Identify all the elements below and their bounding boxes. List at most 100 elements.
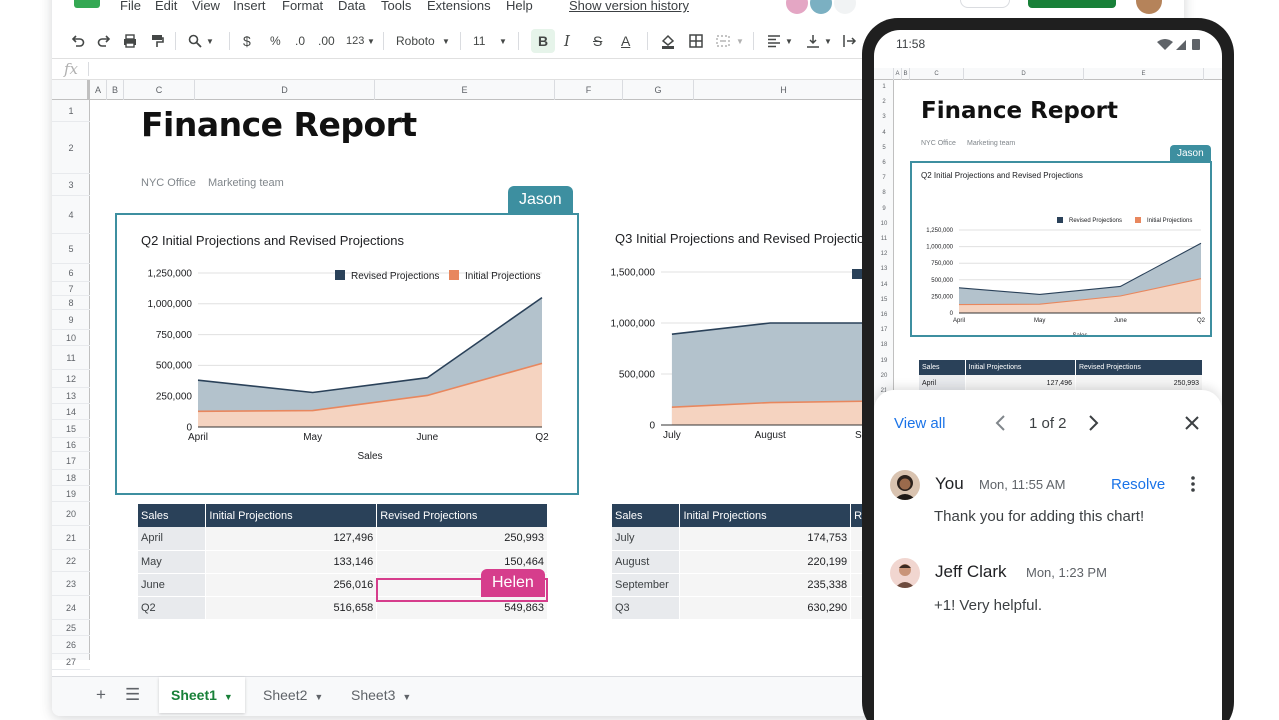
row-header-cell[interactable]: 9 [52,310,90,330]
align-left-icon[interactable] [766,31,782,51]
all-sheets-icon[interactable]: ☰ [125,685,141,704]
tab-sheet2[interactable]: Sheet2 ▼ [251,677,335,713]
view-all-link[interactable]: View all [894,415,946,432]
table-cell[interactable]: 220,199 [679,550,852,574]
align-caret-icon[interactable]: ▼ [785,36,793,46]
table-cell[interactable]: Q2 [138,596,207,620]
font-caret-icon[interactable]: ▼ [442,36,450,46]
row-header-cell[interactable]: 11 [880,236,888,242]
row-header-cell[interactable]: 15 [880,296,888,303]
row-header-cell[interactable]: 6 [52,264,90,282]
table-header[interactable]: Sales [919,360,966,375]
row-header-cell[interactable]: 13 [52,388,90,404]
font-size-caret-icon[interactable]: ▼ [499,36,507,46]
column-header-cell[interactable]: B [902,68,910,80]
merge-cells-icon[interactable] [715,31,731,51]
tab-sheet1[interactable]: Sheet1 ▼ [159,677,245,713]
table-cell[interactable]: 150,464 [376,550,548,574]
menu-data[interactable]: Data [338,0,366,13]
row-header-cell[interactable]: 18 [880,342,888,349]
percent-button[interactable]: % [270,34,281,48]
close-icon[interactable] [1181,412,1203,434]
row-header-cell[interactable]: 5 [882,144,886,151]
collaborator-avatar[interactable] [784,0,810,16]
row-header-cell[interactable]: 17 [880,327,888,334]
resolve-button[interactable]: Resolve [1111,476,1166,493]
table-cell[interactable]: 235,338 [679,573,852,597]
column-header-cell[interactable]: E [375,80,555,100]
row-header-cell[interactable]: 8 [882,190,886,197]
table-cell[interactable]: May [138,550,207,574]
redo-icon[interactable] [96,31,112,51]
column-header-cell[interactable]: D [195,80,375,100]
row-header-cell[interactable]: 10 [52,330,90,346]
table-cell[interactable]: 250,993 [1075,375,1204,391]
table-cell[interactable]: August [612,550,681,574]
more-vert-icon[interactable] [1187,474,1199,494]
row-header-cell[interactable]: 12 [880,251,888,258]
row-header-cell[interactable]: 16 [52,438,90,452]
sheets-logo-icon[interactable] [74,0,100,8]
row-header-cell[interactable]: 1 [52,100,90,122]
row-header-cell[interactable]: 21 [880,388,888,394]
select-all-corner[interactable] [874,68,894,80]
q2-projections-chart[interactable]: Q2 Initial Projections and Revised Proje… [115,213,579,495]
column-header-cell[interactable]: C [124,80,195,100]
column-header-cell[interactable]: D [964,68,1084,80]
row-header-cell[interactable]: 1 [882,84,886,90]
row-header-cell[interactable]: 27 [52,654,90,670]
row-header-cell[interactable]: 19 [880,357,888,364]
profile-avatar[interactable] [1136,0,1162,14]
table-cell[interactable]: 174,753 [679,527,852,551]
chevron-left-icon[interactable] [991,412,1011,434]
table-cell[interactable]: Q3 [612,596,681,620]
menu-file[interactable]: File [120,0,141,13]
row-header-cell[interactable]: 4 [882,129,886,136]
collaborator-avatar[interactable] [808,0,834,16]
font-family-select[interactable]: Roboto [396,34,435,48]
zoom-icon[interactable] [187,31,203,51]
row-header-cell[interactable]: 26 [52,636,90,654]
row-header-cell[interactable]: 13 [880,266,888,273]
table-cell[interactable]: 516,658 [205,596,378,620]
share-button[interactable] [1028,0,1116,8]
valign-caret-icon[interactable]: ▼ [824,36,832,46]
row-header-cell[interactable]: 22 [52,550,90,572]
merge-caret-icon[interactable]: ▼ [736,36,744,46]
column-header-cell[interactable]: E [1084,68,1204,80]
menu-view[interactable]: View [192,0,220,13]
row-header-cell[interactable]: 11 [52,346,90,370]
row-header-cell[interactable]: 10 [880,220,888,227]
row-header-cell[interactable]: 17 [52,452,90,470]
zoom-caret-icon[interactable]: ▼ [206,36,214,46]
row-header-cell[interactable]: 6 [882,160,886,166]
table-cell[interactable]: April [138,527,207,551]
row-header-cell[interactable]: 2 [882,99,886,106]
row-header-cell[interactable]: 9 [882,205,886,212]
row-header-cell[interactable]: 3 [882,114,886,121]
tab-sheet3[interactable]: Sheet3 ▼ [339,677,423,713]
fill-color-icon[interactable] [660,31,676,51]
bold-button[interactable]: B [531,29,555,53]
row-header-cell[interactable]: 14 [52,404,90,420]
version-history-link[interactable]: Show version history [569,0,689,13]
column-header-cell[interactable]: H [694,80,874,100]
table-cell[interactable]: 127,496 [965,375,1076,391]
row-header-cell[interactable]: 8 [52,296,90,310]
mobile-q2-chart[interactable]: Q2 Initial Projections and Revised Proje… [910,161,1212,337]
formula-bar[interactable]: fx [52,59,1184,80]
row-header-cell[interactable]: 5 [52,234,90,264]
undo-icon[interactable] [70,31,86,51]
table-header[interactable]: Initial Projections [679,504,852,527]
row-header-cell[interactable]: 4 [52,196,90,234]
borders-icon[interactable] [688,31,704,51]
table-cell[interactable]: July [612,527,681,551]
table-header[interactable]: Sales [612,504,681,527]
text-wrap-icon[interactable] [841,31,857,51]
row-header-cell[interactable]: 20 [880,372,888,379]
row-header-cell[interactable]: 18 [52,470,90,486]
table-cell[interactable]: 256,016 [205,573,378,597]
menu-help[interactable]: Help [506,0,533,13]
more-formats-caret-icon[interactable]: ▼ [367,36,375,46]
add-sheet-icon[interactable]: + [96,685,106,704]
